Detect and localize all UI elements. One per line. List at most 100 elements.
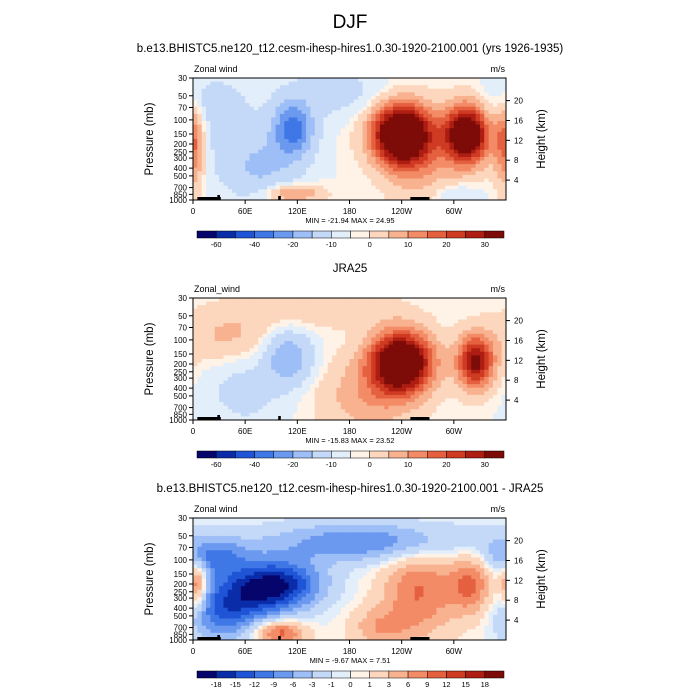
field-cell [445, 323, 450, 328]
field-cell [197, 391, 203, 396]
field-cell [358, 192, 363, 197]
field-cell [240, 319, 246, 324]
field-cell [319, 113, 324, 118]
field-cell [362, 128, 368, 133]
field-cell [306, 301, 311, 306]
field-cell [479, 366, 485, 371]
field-cell [201, 319, 207, 324]
field-cell [397, 369, 403, 374]
field-cell [206, 124, 211, 129]
field-cell [371, 85, 376, 90]
field-cell [210, 178, 216, 183]
field-cell [427, 135, 433, 140]
field-cell [314, 387, 320, 392]
field-cell [236, 121, 242, 126]
field-cell [306, 315, 311, 320]
field-cell [453, 416, 459, 421]
field-cell [319, 106, 324, 111]
field-cell [336, 376, 342, 381]
field-cell [336, 142, 342, 147]
field-cell [219, 185, 224, 190]
field-cell [206, 359, 211, 363]
field-cell [449, 323, 455, 328]
field-cell [271, 326, 276, 331]
field-cell [206, 308, 211, 313]
field-cell [240, 160, 246, 165]
field-cell [306, 81, 311, 86]
field-cell [332, 95, 337, 100]
field-cell [384, 121, 390, 126]
field-cell [227, 88, 233, 93]
field-cell [336, 160, 342, 165]
field-cell [397, 394, 403, 399]
field-cell [240, 182, 246, 187]
field-cell [210, 298, 216, 302]
field-cell [406, 351, 411, 356]
field-cell [466, 135, 472, 140]
field-cell [193, 312, 198, 317]
field-cell [332, 171, 337, 176]
field-cell [232, 376, 237, 381]
field-cell [223, 380, 229, 385]
field-cell [301, 330, 307, 335]
field-cell [275, 139, 281, 143]
field-cell [292, 85, 298, 90]
field-cell [401, 359, 407, 363]
field-cell [279, 88, 285, 93]
field-cell [366, 391, 372, 396]
field-cell [332, 344, 337, 349]
field-cell [240, 315, 246, 320]
field-cell [310, 348, 316, 353]
field-cell [471, 344, 476, 349]
field-cell [336, 344, 342, 349]
field-cell [279, 174, 285, 179]
field-cell [214, 167, 220, 172]
field-cell [310, 305, 316, 310]
field-cell [349, 110, 355, 115]
field-cell [310, 164, 316, 169]
field-cell [353, 110, 359, 115]
field-cell [501, 153, 507, 158]
field-cell [458, 391, 463, 396]
field-cell [366, 196, 372, 201]
field-cell [288, 196, 294, 201]
field-cell [340, 333, 346, 338]
field-cell [297, 402, 303, 407]
field-cell [353, 142, 359, 147]
field-cell [423, 192, 429, 197]
field-cell [332, 156, 337, 161]
field-cell [262, 117, 268, 122]
field-cell [219, 416, 224, 421]
field-cell [384, 398, 390, 403]
field-cell [427, 153, 433, 158]
field-cell [336, 341, 342, 346]
field-cell [458, 398, 463, 403]
field-cell [436, 196, 442, 201]
field-cell [206, 319, 211, 324]
field-cell [366, 405, 372, 410]
field-cell [201, 92, 207, 97]
field-cell [427, 192, 433, 197]
field-cell [349, 131, 355, 136]
field-cell [479, 156, 485, 161]
field-cell [236, 337, 242, 342]
field-cell [375, 319, 381, 324]
field-cell [223, 156, 229, 161]
field-cell [306, 362, 311, 367]
field-cell [301, 348, 307, 353]
field-cell [423, 366, 429, 371]
field-cell [340, 88, 346, 93]
field-cell [258, 380, 263, 385]
field-cell [279, 312, 285, 317]
field-cell [414, 348, 420, 353]
field-cell [366, 305, 372, 310]
field-cell [371, 103, 376, 108]
field-cell [466, 391, 472, 396]
field-cell [310, 153, 316, 158]
field-cell [201, 308, 207, 313]
field-cell [327, 405, 333, 410]
x-tick-label: 120E [288, 207, 307, 216]
field-cell [423, 402, 429, 407]
field-cell [471, 373, 476, 378]
field-cell [297, 174, 303, 179]
